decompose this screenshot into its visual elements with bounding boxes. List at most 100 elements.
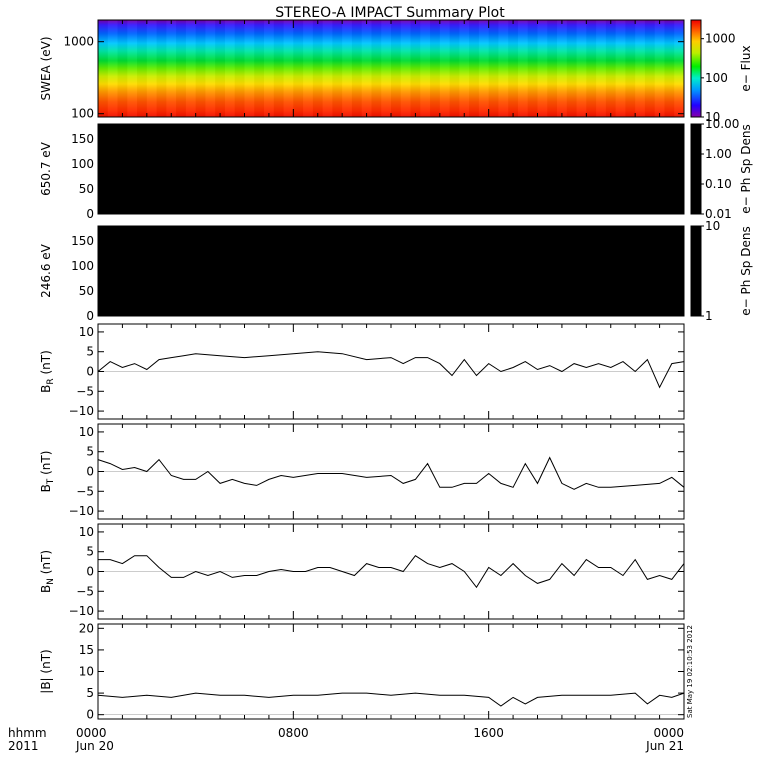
heatmap-column xyxy=(361,20,372,117)
y-axis-label: 246.6 eV xyxy=(39,243,53,298)
heatmap-column xyxy=(146,20,157,117)
y-axis-label-unit: (nT) xyxy=(39,350,53,378)
heatmap-column xyxy=(195,20,206,117)
y-axis-label-unit: (nT) xyxy=(39,550,53,578)
heatmap-column xyxy=(381,20,391,117)
y-tick-label: 150 xyxy=(71,234,94,248)
heatmap-column xyxy=(420,20,431,117)
panel-bt: −10 −5 0 5 10 BT (nT) xyxy=(39,423,685,520)
y-axis-label-main: |B| xyxy=(39,677,53,693)
heatmap-column xyxy=(576,20,587,117)
colorbar xyxy=(690,123,702,215)
y-tick-label: 0 xyxy=(86,708,94,722)
panel-pad650: 0 50 100 150 650.7 eV 10.00 1.00 0.10 0.01 e− Ph … xyxy=(39,117,753,221)
heatmap-column xyxy=(342,20,352,117)
heatmap-column xyxy=(127,20,138,117)
y-axis-label: |B| (nT) xyxy=(39,649,53,693)
heatmap-fill xyxy=(98,226,684,316)
y-axis-label-main: B xyxy=(39,585,53,593)
series-line-bn xyxy=(98,555,685,589)
panel-br: −10 −5 0 5 10 BR (nT) xyxy=(39,323,685,420)
heatmap-column xyxy=(185,20,196,117)
y-tick-label: −5 xyxy=(76,484,94,498)
y-tick-label: 10 xyxy=(79,325,94,339)
heatmap-column xyxy=(449,20,460,117)
heatmap-column xyxy=(410,20,421,117)
heatmap-column xyxy=(156,20,167,117)
heatmap-column xyxy=(351,20,362,117)
heatmap-column xyxy=(557,20,567,117)
heatmap-column xyxy=(625,20,636,117)
series-line-bt xyxy=(97,456,685,490)
y-tick-label: 1000 xyxy=(63,35,94,49)
figure-title: STEREO-A IMPACT Summary Plot xyxy=(275,5,505,21)
time-tick-label: 0000 xyxy=(76,726,107,740)
time-tick-date: Jun 21 xyxy=(645,739,684,753)
heatmap-column xyxy=(332,20,343,117)
heatmap-column xyxy=(596,20,606,117)
y-tick-label: 5 xyxy=(86,545,94,559)
panel-pad246: 0 50 100 150 246.6 eV 10 1 e− Ph Sp Dens xyxy=(39,219,753,323)
heatmap-column xyxy=(469,20,479,117)
time-tick-label: 0000 xyxy=(653,726,684,740)
heatmap-column xyxy=(264,20,274,117)
heatmap-column xyxy=(107,20,118,117)
heatmap-column xyxy=(98,20,108,117)
y-tick-label: 100 xyxy=(71,157,94,171)
heatmap-column xyxy=(137,20,147,117)
y-tick-label: 50 xyxy=(79,182,94,196)
heatmap-column xyxy=(508,20,518,117)
heatmap-column xyxy=(566,20,577,117)
heatmap-column xyxy=(215,20,225,117)
heatmap-column xyxy=(176,20,186,117)
y-tick-label: 0 xyxy=(86,365,94,379)
y-axis-label: 650.7 eV xyxy=(39,141,53,196)
heatmap-column xyxy=(635,20,645,117)
y-axis-label: BR (nT) xyxy=(39,350,56,393)
colorbar-label: e− Ph Sp Dens xyxy=(739,124,753,213)
colorbar xyxy=(690,19,702,118)
heatmap-column xyxy=(254,20,265,117)
series-line-br xyxy=(97,351,685,389)
y-tick-label: 0 xyxy=(86,309,94,323)
heatmap-column xyxy=(117,20,128,117)
heatmap-column xyxy=(654,20,665,117)
time-axis-hhmm-label: hhmm xyxy=(8,726,47,740)
heatmap-column xyxy=(517,20,528,117)
heatmap-column xyxy=(312,20,323,117)
panel-bn: −10 −5 0 5 10 BN (nT) xyxy=(39,523,685,620)
y-axis-label-subscript: N xyxy=(46,578,56,585)
generation-timestamp: Sat May 19 02:10:53 2012 xyxy=(686,625,694,718)
y-axis-label-unit: (nT) xyxy=(39,451,53,479)
y-tick-label: −5 xyxy=(76,384,94,398)
colorbar-tick-label: 1.00 xyxy=(705,147,732,161)
colorbar-tick-label: 0.01 xyxy=(705,207,732,221)
heatmap-column xyxy=(166,20,177,117)
heatmap-column xyxy=(664,20,675,117)
y-tick-label: 10 xyxy=(79,665,94,679)
y-axis-label-main: B xyxy=(39,385,53,393)
heatmap-column xyxy=(547,20,558,117)
y-axis-label-subscript: R xyxy=(46,378,56,384)
heatmap-column xyxy=(303,20,313,117)
colorbar-tick-label: 100 xyxy=(705,71,728,85)
y-tick-label: 0 xyxy=(86,465,94,479)
heatmap-column xyxy=(293,20,304,117)
heatmap-column xyxy=(430,20,440,117)
y-tick-label: 150 xyxy=(71,132,94,146)
heatmap-column xyxy=(586,20,597,117)
series-line-bmag xyxy=(97,692,685,707)
time-tick-label: 1600 xyxy=(473,726,504,740)
y-tick-label: 100 xyxy=(71,259,94,273)
y-axis-label-unit: (nT) xyxy=(39,649,53,677)
heatmap-column xyxy=(605,20,616,117)
time-tick-label: 0800 xyxy=(278,726,309,740)
heatmap-column xyxy=(234,20,245,117)
y-tick-label: 10 xyxy=(79,425,94,439)
heatmap-column xyxy=(371,20,382,117)
heatmap-column xyxy=(224,20,235,117)
plot-frame xyxy=(97,623,685,720)
heatmap-column xyxy=(527,20,538,117)
